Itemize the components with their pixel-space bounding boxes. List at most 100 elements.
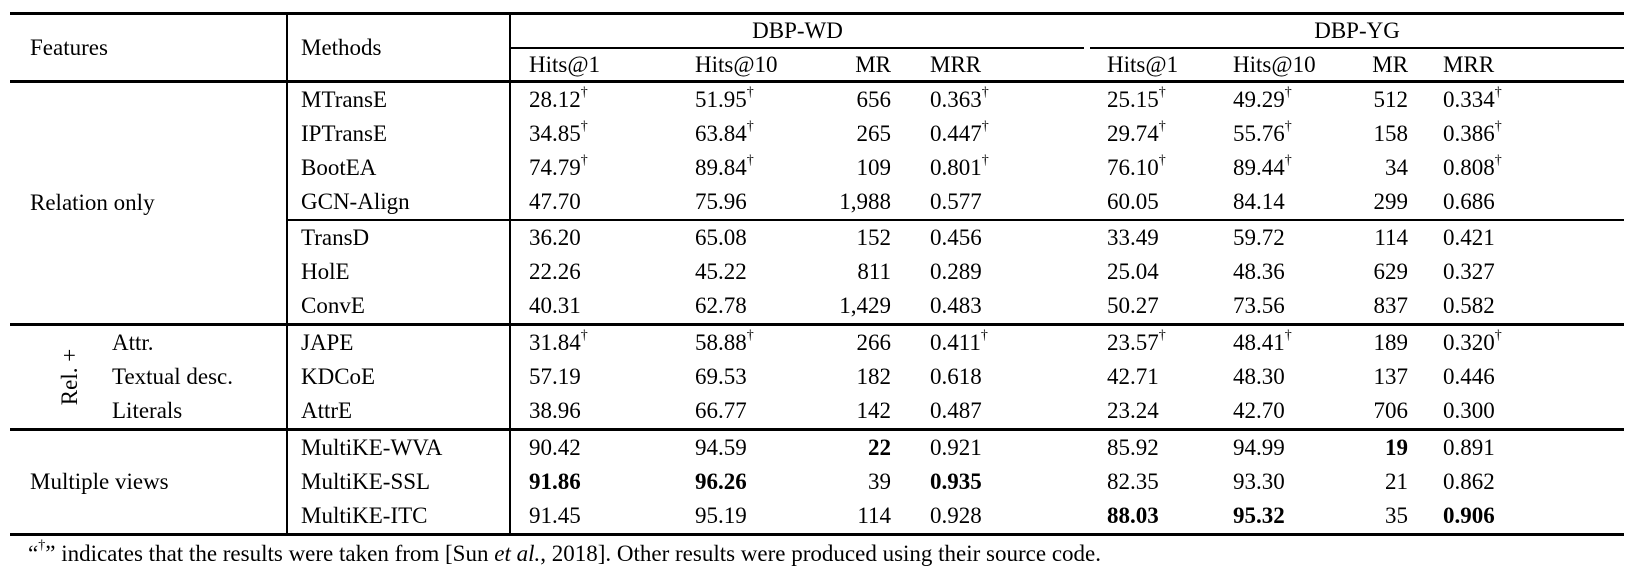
feature-line-label: Textual desc. — [112, 364, 234, 389]
feature-line-label: Literals — [112, 398, 183, 423]
value-cell: 182 — [856, 364, 892, 389]
table-row: HolE 22.26 45.22 811 0.289 25.04 48.36 629 0.327 — [10, 255, 1624, 289]
dagger-mark: † — [746, 153, 754, 169]
table-footnote: “†” indicates that the results were take… — [28, 539, 1624, 567]
value-cell: 0.289 — [930, 259, 982, 284]
value-cell: 94.99 — [1215, 428, 1354, 465]
value-cell: 837 — [1373, 293, 1409, 318]
value-cell: 0.891 — [1414, 428, 1625, 465]
value-cell: 63.84† — [695, 119, 754, 146]
value-cell: 90.42 — [509, 428, 677, 465]
value-cell: 0.446 — [1443, 364, 1495, 389]
footnote-etal: et al. — [494, 541, 541, 566]
value-cell: 51.95† — [695, 85, 754, 112]
method-cell: BootEA — [286, 151, 510, 185]
value-cell: 0.320† — [1414, 323, 1625, 360]
value-cell: 34.85† — [509, 117, 677, 151]
value-cell: 1,988 — [839, 189, 891, 214]
value-cell: 93.30 — [1233, 469, 1285, 494]
value-cell: 0.928 — [930, 503, 982, 528]
value-cell: 0.447† — [930, 119, 989, 146]
dagger-mark: † — [981, 153, 989, 169]
value-cell: 40.31 — [509, 289, 677, 325]
header-row-datasets: Features Methods DBP-WD DBP-YG — [10, 13, 1625, 83]
value-cell: 73.56 — [1233, 293, 1285, 318]
dagger-mark: † — [1284, 85, 1292, 101]
value-cell: 0.327 — [1443, 259, 1495, 284]
dagger-mark: † — [1284, 328, 1292, 344]
value-cell: 114 — [1353, 219, 1415, 255]
value-cell: 28.12† — [509, 81, 677, 117]
method-cell: KDCoE — [286, 360, 510, 394]
value-cell: 94.59 — [677, 428, 827, 465]
value-cell: 66.77 — [695, 398, 747, 423]
value-cell: 0.456 — [897, 219, 1088, 255]
value-cell: 76.10† — [1107, 153, 1166, 180]
method-cell: MTransE — [286, 81, 510, 117]
value-cell: 96.26 — [695, 469, 747, 494]
table-row: MultiKE-ITC 91.45 95.19 114 0.928 88.03 95.32 3… — [10, 499, 1624, 535]
table-row: Relation only MTransE 28.12† 51.95† 656 0.363… — [10, 81, 1624, 215]
table-row: ConvE 40.31 62.78 1,429 0.483 50.27 73.56 837 0.… — [10, 289, 1624, 325]
dataset-group-header-dbp-yg: DBP-YG — [1087, 14, 1625, 49]
value-cell: 75.96 — [695, 189, 747, 214]
value-cell: 25.15† — [1107, 85, 1166, 112]
value-cell: 22 — [827, 428, 897, 465]
value-cell: 23.24 — [1107, 398, 1159, 423]
value-cell: 60.05 — [1107, 189, 1159, 214]
dagger-mark: † — [981, 119, 989, 135]
table-row: MultiKE-SSL 91.86 96.26 39 0.935 82.35 93.30 21… — [10, 465, 1624, 499]
value-cell: 42.70 — [1233, 398, 1285, 423]
value-cell: 91.86 — [509, 465, 677, 499]
value-cell: 265 — [856, 121, 892, 146]
value-cell: 89.84† — [695, 153, 754, 180]
metric-header-yg-hits10: Hits@10 — [1215, 49, 1354, 83]
metric-header-yg-mr: MR — [1353, 49, 1415, 83]
value-cell: 58.88† — [677, 323, 827, 360]
dataset-group-label: DBP-YG — [1090, 15, 1625, 49]
value-cell: 95.19 — [695, 503, 747, 528]
value-cell: 42.71 — [1107, 364, 1159, 389]
dataset-group-label: DBP-WD — [512, 15, 1085, 49]
value-cell: 33.49 — [1087, 219, 1216, 255]
value-cell: 189 — [1353, 323, 1415, 360]
value-cell: 0.906 — [1443, 503, 1495, 528]
dagger-mark: † — [1284, 153, 1292, 169]
footnote-text: , 2018]. Other results were produced usi… — [540, 541, 1102, 566]
value-cell: 137 — [1373, 364, 1409, 389]
value-cell: 158 — [1373, 121, 1409, 146]
value-cell: 0.808† — [1443, 153, 1502, 180]
metric-header-wd-mr: MR — [827, 49, 897, 83]
value-cell: 55.76† — [1233, 119, 1292, 146]
value-cell: 0.686 — [1443, 189, 1495, 214]
dagger-mark: † — [746, 119, 754, 135]
value-cell: 0.862 — [1443, 469, 1495, 494]
method-cell: JAPE — [286, 323, 510, 360]
value-cell: 1,429 — [839, 293, 891, 318]
value-cell: 62.78 — [695, 293, 747, 318]
dagger-mark: † — [1158, 119, 1166, 135]
value-cell: 629 — [1373, 259, 1409, 284]
dagger-mark: † — [1158, 328, 1166, 344]
method-cell: MultiKE-SSL — [286, 465, 510, 499]
table-row: AttrE 38.96 66.77 142 0.487 23.24 42.70 706 0.30… — [10, 394, 1624, 430]
method-cell: HolE — [286, 255, 510, 289]
value-cell: 0.487 — [930, 398, 982, 423]
dagger-mark: † — [746, 328, 754, 344]
dagger-mark: † — [1158, 85, 1166, 101]
value-cell: 39 — [868, 469, 891, 494]
method-cell: IPTransE — [286, 117, 510, 151]
value-cell: 91.45 — [509, 499, 677, 535]
value-cell: 0.411† — [897, 323, 1088, 360]
value-cell: 0.483 — [930, 293, 982, 318]
value-cell: 31.84† — [509, 323, 677, 360]
metric-header-yg-hits1: Hits@1 — [1087, 49, 1216, 83]
value-cell: 0.935 — [930, 469, 982, 494]
value-cell: 811 — [857, 259, 891, 284]
value-cell: 88.03 — [1107, 503, 1159, 528]
value-cell: 22.26 — [509, 255, 677, 289]
value-cell: 48.36 — [1233, 259, 1285, 284]
value-cell: 65.08 — [677, 219, 827, 255]
value-cell: 0.300 — [1443, 398, 1495, 423]
header-row-metrics: Hits@1 Hits@10 MR MRR Hits@1 Hits@10 MR … — [10, 49, 1625, 83]
